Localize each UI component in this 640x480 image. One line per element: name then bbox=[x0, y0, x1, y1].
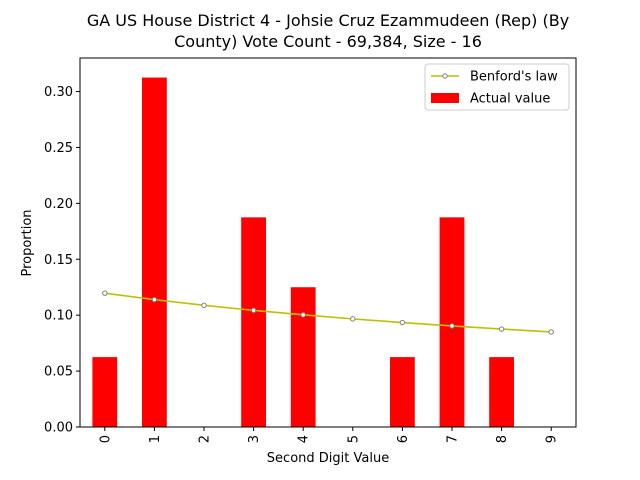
y-tick-label-4: 0.20 bbox=[44, 197, 73, 212]
y-tick-label-0: 0.00 bbox=[44, 421, 73, 436]
y-tick-label-3: 0.15 bbox=[44, 253, 73, 268]
x-tick-label-0: 0 bbox=[98, 435, 113, 443]
benford-point-9 bbox=[548, 329, 554, 335]
legend-label-benford: Benford's law bbox=[470, 70, 558, 85]
legend-bar-swatch bbox=[431, 93, 459, 103]
chart-title: GA US House District 4 - Johsie Cruz Eza… bbox=[0, 10, 640, 52]
y-tick-label-2: 0.10 bbox=[44, 309, 73, 324]
x-tick-label-5: 5 bbox=[346, 435, 361, 443]
x-axis-label: Second Digit Value bbox=[267, 451, 389, 466]
benford-line-group bbox=[102, 290, 554, 335]
benford-point-7 bbox=[449, 323, 455, 329]
x-tick-label-4: 4 bbox=[297, 435, 312, 443]
x-tick-label-7: 7 bbox=[446, 435, 461, 443]
bar-6 bbox=[390, 357, 415, 427]
legend-line-marker bbox=[442, 73, 448, 79]
y-tick-label-6: 0.30 bbox=[44, 85, 73, 100]
x-axis: 0 1 2 3 4 5 6 7 8 9 bbox=[98, 427, 560, 443]
x-tick-label-2: 2 bbox=[198, 435, 213, 443]
benford-point-2 bbox=[201, 302, 207, 309]
x-tick-label-6: 6 bbox=[396, 435, 411, 443]
y-axis: 0.00 0.05 0.10 0.15 0.20 0.25 0.30 bbox=[44, 85, 80, 436]
x-tick-label-1: 1 bbox=[148, 435, 163, 443]
bar-8 bbox=[489, 357, 514, 427]
benford-point-3 bbox=[250, 307, 257, 314]
benford-point-8 bbox=[498, 326, 505, 332]
bar-3 bbox=[241, 217, 266, 427]
legend-box bbox=[424, 63, 570, 111]
y-axis-label: Proportion bbox=[20, 209, 35, 276]
bar-7 bbox=[439, 217, 465, 427]
chart-title-line-1: GA US House District 4 - Johsie Cruz Eza… bbox=[86, 11, 570, 30]
bar-4 bbox=[290, 287, 316, 427]
legend: Benford's law Actual value bbox=[424, 63, 570, 111]
benford-point-5 bbox=[350, 316, 356, 322]
benford-point-1 bbox=[151, 296, 158, 303]
bar-1 bbox=[142, 77, 167, 428]
bars-group bbox=[92, 77, 514, 428]
benford-point-4 bbox=[300, 312, 306, 318]
chart-title-line-2: County) Vote Count - 69,384, Size - 16 bbox=[174, 32, 482, 51]
bar-0 bbox=[92, 357, 118, 427]
plot-frame bbox=[79, 57, 577, 428]
x-tick-label-3: 3 bbox=[247, 435, 262, 443]
benford-point-0 bbox=[102, 290, 108, 296]
x-tick-label-9: 9 bbox=[545, 435, 560, 443]
benford-point-6 bbox=[399, 319, 406, 326]
legend-label-actual: Actual value bbox=[470, 92, 550, 107]
benford-line bbox=[104, 292, 552, 333]
y-tick-label-5: 0.25 bbox=[44, 141, 73, 156]
y-tick-label-1: 0.05 bbox=[44, 365, 73, 380]
plot-border bbox=[79, 57, 577, 428]
x-tick-label-8: 8 bbox=[495, 435, 510, 443]
